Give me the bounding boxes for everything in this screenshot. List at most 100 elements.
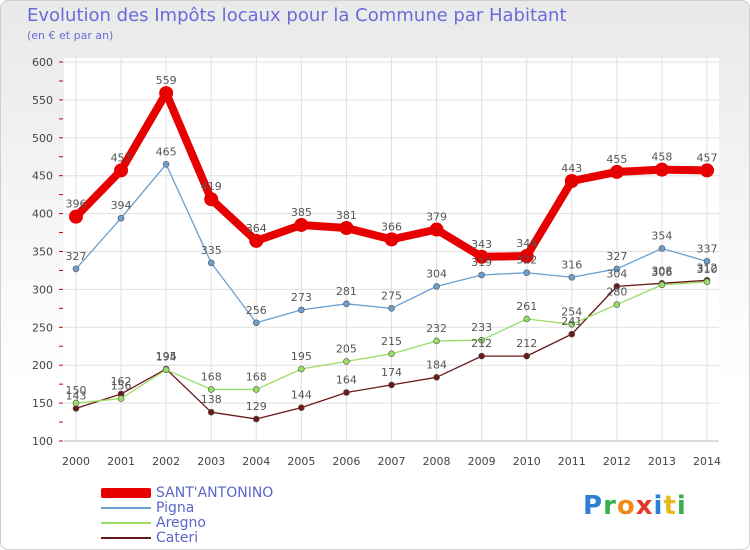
y-tick-label: 600: [32, 56, 53, 69]
data-label: 215: [381, 335, 402, 348]
data-point: [568, 320, 576, 328]
data-label: 306: [651, 266, 672, 279]
data-label: 184: [426, 358, 447, 371]
x-tick-label: 2012: [603, 455, 631, 468]
data-label: 212: [516, 337, 537, 350]
data-point: [609, 164, 624, 179]
data-label: 281: [336, 285, 357, 298]
data-label: 280: [606, 286, 627, 299]
data-point: [298, 365, 305, 373]
data-label: 254: [561, 305, 582, 318]
data-point: [294, 217, 309, 232]
data-point: [613, 283, 621, 290]
data-point: [568, 330, 576, 338]
data-label: 443: [561, 162, 582, 175]
y-tick-label: 200: [32, 359, 53, 372]
data-point: [433, 283, 440, 290]
data-label: 327: [606, 250, 627, 263]
data-point: [388, 305, 395, 312]
data-label: 457: [697, 151, 718, 164]
data-label: 144: [291, 389, 312, 402]
data-label: 337: [697, 242, 718, 255]
data-point: [207, 386, 215, 393]
data-point: [162, 366, 170, 374]
data-label: 129: [246, 400, 267, 413]
data-point: [523, 352, 531, 360]
data-point: [117, 395, 125, 402]
data-point: [388, 381, 395, 389]
data-point: [703, 258, 711, 265]
data-label: 381: [336, 209, 357, 222]
proxiti-logo: Proxiti: [583, 491, 687, 521]
data-label: 156: [111, 380, 132, 393]
x-tick-label: 2011: [558, 455, 586, 468]
data-label: 559: [156, 74, 177, 87]
data-label: 465: [156, 145, 177, 158]
legend-swatch: [101, 488, 151, 498]
data-point: [298, 404, 305, 411]
data-label: 458: [651, 151, 672, 164]
data-label: 379: [426, 211, 447, 224]
data-label: 308: [651, 264, 672, 277]
chart-subtitle: (en € et par an): [27, 29, 114, 42]
data-point: [703, 278, 711, 286]
data-label: 232: [426, 322, 447, 335]
data-label: 168: [201, 370, 222, 383]
y-tick-label: 500: [32, 132, 53, 145]
data-point: [69, 209, 83, 224]
data-label: 138: [201, 393, 222, 406]
data-label: 143: [66, 389, 87, 402]
legend-label: Cateri: [156, 530, 199, 546]
data-point: [433, 337, 440, 345]
x-tick-label: 2004: [242, 455, 270, 468]
data-point: [249, 233, 264, 248]
data-point: [72, 265, 80, 273]
data-point: [523, 269, 531, 277]
x-tick-label: 2006: [332, 455, 360, 468]
data-label: 194: [156, 351, 177, 364]
x-tick-label: 2002: [152, 455, 180, 468]
data-label: 164: [336, 373, 357, 386]
data-label: 344: [516, 237, 537, 250]
data-label: 241: [561, 315, 582, 328]
data-label: 310: [697, 263, 718, 276]
y-tick-label: 550: [32, 94, 53, 107]
data-point: [568, 273, 576, 281]
y-tick-label: 150: [32, 397, 53, 410]
data-label: 364: [246, 222, 267, 235]
data-point: [252, 319, 260, 327]
x-tick-label: 2001: [107, 455, 135, 468]
data-point: [658, 281, 666, 289]
y-tick-label: 300: [32, 283, 53, 296]
data-point: [252, 415, 260, 423]
data-point: [162, 161, 170, 168]
data-point: [117, 214, 125, 222]
data-point: [478, 336, 485, 344]
data-point: [343, 300, 350, 308]
x-tick-label: 2009: [468, 455, 496, 468]
data-point: [343, 358, 350, 365]
data-label: 304: [426, 267, 447, 280]
x-tick-label: 2000: [62, 455, 90, 468]
data-point: [207, 259, 215, 267]
data-point: [519, 249, 534, 264]
data-label: 261: [516, 300, 537, 313]
data-point: [204, 192, 219, 207]
x-tick-label: 2013: [648, 455, 676, 468]
data-label: 354: [651, 229, 672, 242]
data-point: [478, 352, 485, 360]
data-label: 316: [561, 258, 582, 271]
data-label: 335: [201, 244, 222, 257]
legend-label: Aregno: [156, 515, 206, 531]
data-point: [114, 163, 129, 178]
data-label: 195: [156, 350, 177, 363]
data-label: 327: [66, 250, 87, 263]
data-label: 195: [291, 350, 312, 363]
data-label: 304: [606, 267, 627, 280]
chart-title: Evolution des Impôts locaux pour la Comm…: [27, 5, 567, 26]
x-tick-label: 2007: [378, 455, 406, 468]
data-label: 419: [201, 180, 222, 193]
data-point: [207, 408, 215, 416]
